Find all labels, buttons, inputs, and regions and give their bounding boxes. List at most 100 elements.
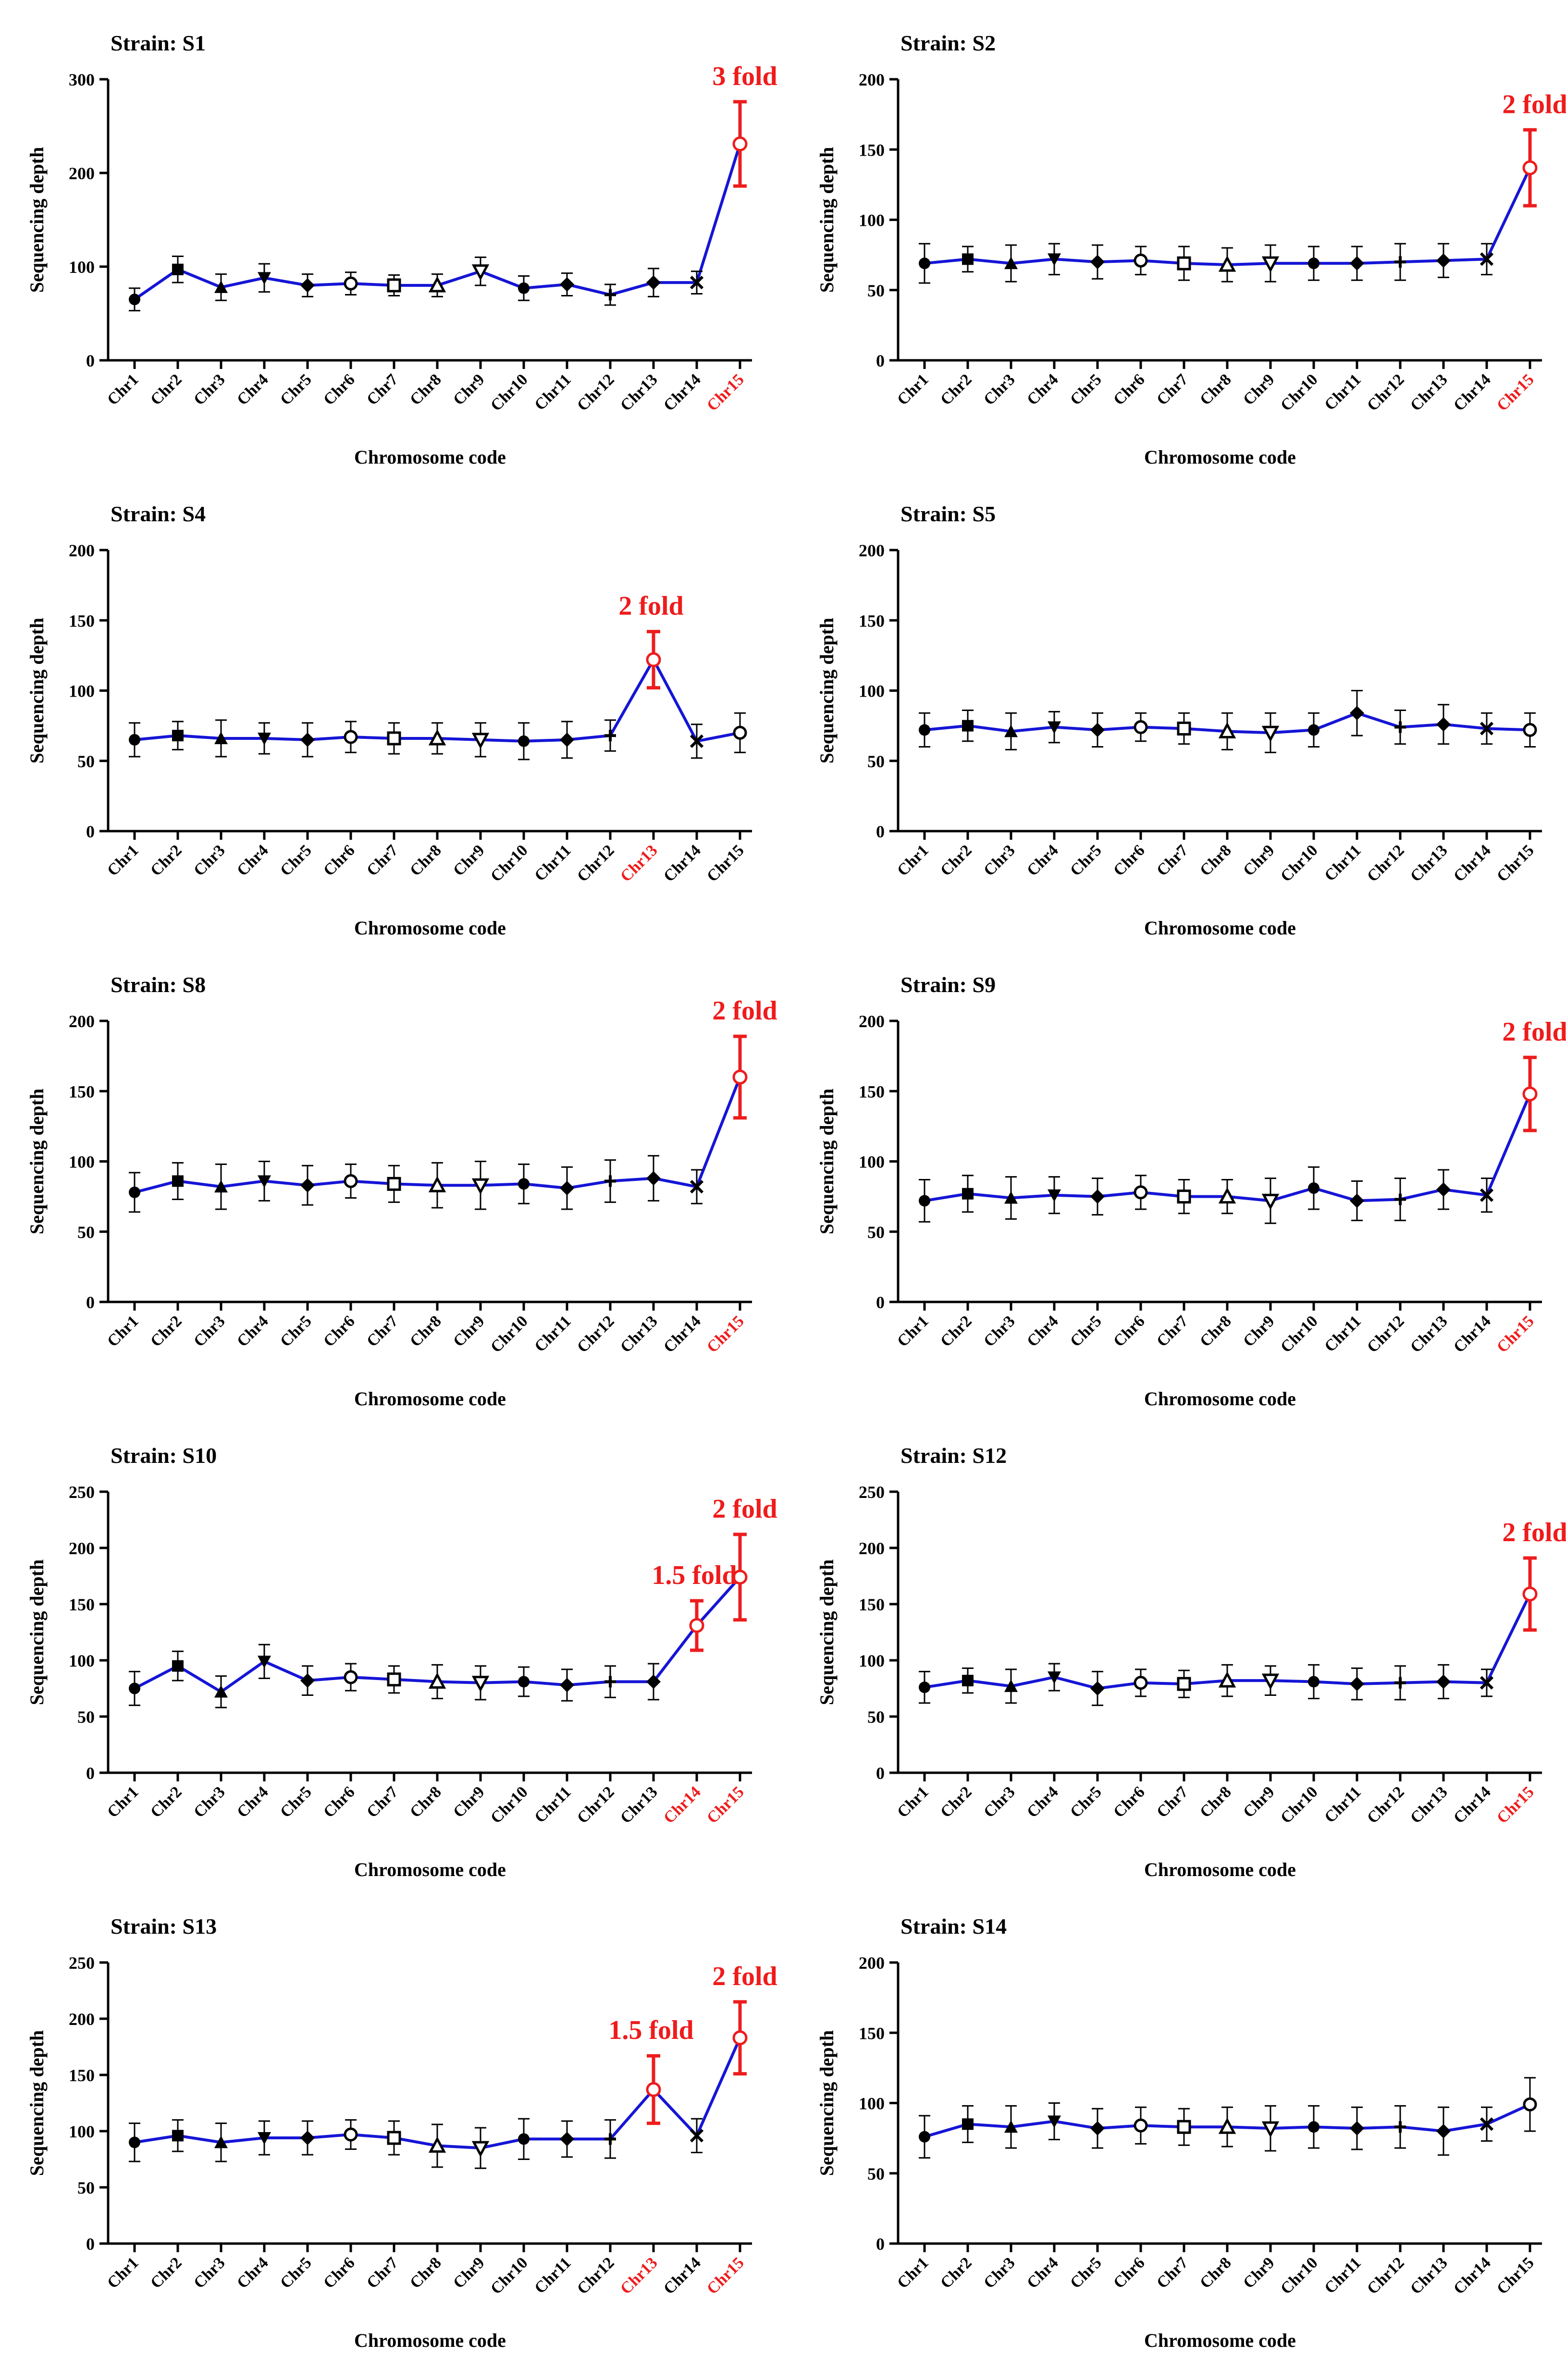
data-point xyxy=(646,1171,661,1186)
y-tick-label: 200 xyxy=(69,1012,95,1031)
data-point xyxy=(300,1673,315,1688)
data-point xyxy=(1394,1677,1406,1689)
data-point xyxy=(604,730,616,742)
y-tick-label: 0 xyxy=(86,1764,95,1783)
data-point xyxy=(604,1676,616,1688)
y-tick-label: 150 xyxy=(69,611,95,630)
chart-title: Strain: S8 xyxy=(111,972,206,997)
data-point xyxy=(1308,724,1319,736)
y-tick-label: 200 xyxy=(859,70,885,89)
data-point xyxy=(1436,2124,1451,2138)
data-point xyxy=(344,1174,358,1188)
data-point xyxy=(387,1177,401,1191)
data-point xyxy=(172,2130,184,2142)
y-tick-label: 0 xyxy=(86,822,95,841)
y-tick-label: 100 xyxy=(69,682,95,701)
data-point xyxy=(1350,1193,1364,1208)
data-point xyxy=(172,1660,184,1672)
fold-annotation: 1.5 fold xyxy=(652,1560,737,1590)
data-point xyxy=(471,1676,490,1693)
data-point xyxy=(962,1675,974,1687)
data-point xyxy=(690,734,704,748)
data-point xyxy=(732,1570,748,1585)
y-tick-label: 100 xyxy=(69,1153,95,1172)
x-axis-label: Chromosome code xyxy=(1144,1859,1296,1880)
data-point xyxy=(1048,253,1061,266)
data-point xyxy=(1523,2097,1537,2111)
data-point xyxy=(1048,2115,1061,2128)
y-tick-label: 100 xyxy=(859,211,885,230)
y-tick-label: 0 xyxy=(876,1764,885,1783)
data-point xyxy=(428,2136,446,2153)
y-tick-label: 100 xyxy=(69,1651,95,1670)
y-tick-label: 100 xyxy=(859,1153,885,1172)
data-point xyxy=(1522,1586,1538,1602)
y-tick-label: 150 xyxy=(69,1595,95,1614)
data-point xyxy=(1177,2120,1191,2134)
y-tick-label: 200 xyxy=(859,1012,885,1031)
y-tick-label: 200 xyxy=(859,1953,885,1973)
data-point xyxy=(214,1180,228,1193)
data-point xyxy=(1048,1671,1061,1684)
y-tick-label: 0 xyxy=(876,351,885,370)
data-point xyxy=(646,275,661,290)
data-point xyxy=(1350,256,1364,271)
y-axis-label: Sequencing depth xyxy=(26,147,48,293)
data-point xyxy=(1261,256,1280,273)
data-point xyxy=(471,264,490,281)
data-point xyxy=(560,1678,574,1693)
chart-title: Strain: S10 xyxy=(111,1443,217,1468)
data-point xyxy=(1261,1673,1280,1690)
data-point xyxy=(214,2135,228,2148)
data-point xyxy=(1480,1676,1494,1690)
data-point xyxy=(387,278,401,293)
data-point xyxy=(428,1672,446,1689)
y-tick-label: 100 xyxy=(69,2122,95,2141)
data-point xyxy=(1480,722,1494,736)
data-point xyxy=(1261,2121,1280,2138)
chart-title: Strain: S14 xyxy=(900,1914,1007,1938)
y-tick-label: 200 xyxy=(859,541,885,560)
y-tick-label: 250 xyxy=(859,1483,885,1502)
data-point xyxy=(214,1685,228,1698)
data-point xyxy=(344,730,358,744)
data-point xyxy=(919,1195,930,1207)
data-point xyxy=(560,732,574,747)
data-point xyxy=(344,2127,358,2142)
data-point xyxy=(214,280,228,293)
data-point xyxy=(1134,1676,1148,1690)
y-tick-label: 100 xyxy=(859,1651,885,1670)
data-point xyxy=(1090,255,1105,270)
data-point xyxy=(1308,1182,1319,1194)
y-tick-label: 50 xyxy=(867,752,885,771)
x-axis-label: Chromosome code xyxy=(354,446,506,468)
data-point xyxy=(129,2136,140,2148)
data-point xyxy=(1048,1189,1061,1202)
data-point xyxy=(1004,2120,1018,2133)
data-point xyxy=(1134,1185,1148,1200)
data-point xyxy=(1004,724,1018,737)
x-axis-label: Chromosome code xyxy=(354,2330,506,2351)
y-axis-label: Sequencing depth xyxy=(816,618,838,763)
data-point xyxy=(258,2132,271,2145)
y-axis-label: Sequencing depth xyxy=(26,1089,48,1234)
data-point xyxy=(1522,1086,1538,1102)
data-point xyxy=(604,2133,616,2145)
data-point xyxy=(1350,706,1364,721)
data-point xyxy=(428,729,446,746)
data-point xyxy=(428,1176,446,1192)
data-point xyxy=(1480,1188,1494,1202)
data-point xyxy=(387,2131,401,2145)
data-point xyxy=(919,724,930,736)
data-point xyxy=(258,272,271,285)
y-axis-label: Sequencing depth xyxy=(26,1559,48,1705)
data-point xyxy=(1350,1677,1364,1692)
data-point xyxy=(604,1175,616,1187)
y-tick-label: 50 xyxy=(867,2164,885,2184)
fold-annotation: 2 fold xyxy=(712,1962,777,1991)
y-tick-label: 150 xyxy=(69,1082,95,1101)
fold-annotation: 2 fold xyxy=(1502,1017,1566,1047)
y-tick-label: 150 xyxy=(859,1082,885,1101)
fold-annotation: 2 fold xyxy=(712,1494,777,1524)
